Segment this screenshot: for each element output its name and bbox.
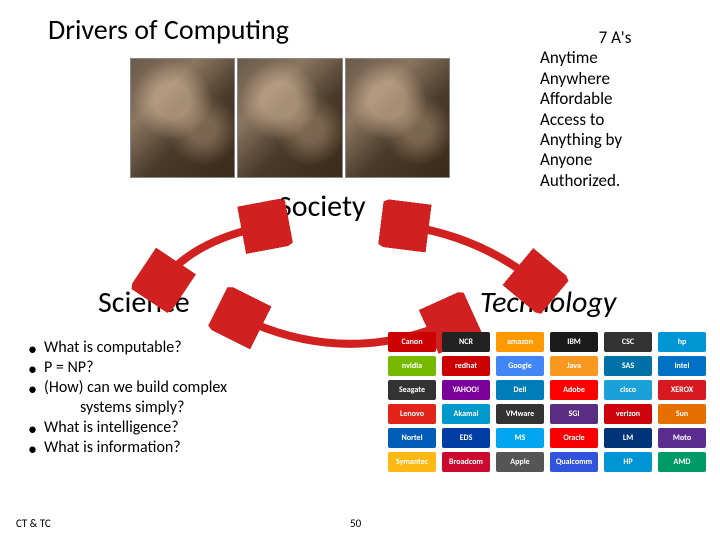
- tech-logo: MS: [496, 428, 544, 448]
- tech-logo: Moto: [658, 428, 706, 448]
- seven-a-item: Access to: [540, 110, 690, 130]
- tech-logo: redhat: [442, 356, 490, 376]
- seven-a-item: Authorized.: [540, 171, 690, 191]
- tech-logo: Google: [496, 356, 544, 376]
- tech-logo: EDS: [442, 428, 490, 448]
- tech-logo: nvidia: [388, 356, 436, 376]
- technology-logo-grid: Canon NCR amazon IBM CSC hp nvidia redhat Google…: [388, 332, 706, 472]
- tech-logo: XEROX: [658, 380, 706, 400]
- list-item: systems simply?: [28, 398, 318, 418]
- list-item: (How) can we build complex: [28, 378, 318, 398]
- seven-a-item: Anytime: [540, 48, 690, 68]
- seven-a-item: Anywhere: [540, 69, 690, 89]
- tech-logo: verizon: [604, 404, 652, 424]
- tech-logo: SAS: [604, 356, 652, 376]
- tech-logo: Lenovo: [388, 404, 436, 424]
- tech-logo: Java: [550, 356, 598, 376]
- tech-logo: intel: [658, 356, 706, 376]
- science-questions-list: What is computable?P = NP?(How) can we b…: [28, 338, 318, 458]
- node-science: Science: [98, 284, 190, 321]
- tech-logo: Dell: [496, 380, 544, 400]
- tech-logo: CSC: [604, 332, 652, 352]
- tech-logo: HP: [604, 452, 652, 472]
- seven-a-box: 7 A's Anytime Anywhere Affordable Access…: [540, 28, 690, 191]
- tech-logo: IBM: [550, 332, 598, 352]
- photo-placeholder: [130, 58, 235, 178]
- tech-logo: Oracle: [550, 428, 598, 448]
- seven-a-item: Affordable: [540, 89, 690, 109]
- photo-placeholder: [237, 58, 342, 178]
- tech-logo: hp: [658, 332, 706, 352]
- tech-logo: Nortel: [388, 428, 436, 448]
- tech-logo: NCR: [442, 332, 490, 352]
- tech-logo: Akamai: [442, 404, 490, 424]
- tech-logo: Sun: [658, 404, 706, 424]
- tech-logo: cisco: [604, 380, 652, 400]
- tech-logo: Broadcom: [442, 452, 490, 472]
- tech-logo: AMD: [658, 452, 706, 472]
- node-society: Society: [278, 188, 366, 225]
- tech-logo: Qualcomm: [550, 452, 598, 472]
- tech-logo: Apple: [496, 452, 544, 472]
- tech-logo: Canon: [388, 332, 436, 352]
- photo-placeholder: [345, 58, 450, 178]
- society-photo-strip: [130, 58, 450, 178]
- page-number: 50: [350, 517, 361, 530]
- node-technology: Technology: [480, 284, 616, 321]
- tech-logo: SGI: [550, 404, 598, 424]
- seven-a-item: Anyone: [540, 150, 690, 170]
- slide-title: Drivers of Computing: [48, 12, 289, 47]
- tech-logo: LM: [604, 428, 652, 448]
- tech-logo: VMware: [496, 404, 544, 424]
- tech-logo: Seagate: [388, 380, 436, 400]
- list-item: What is computable?: [28, 338, 318, 358]
- list-item: What is intelligence?: [28, 418, 318, 438]
- tech-logo: amazon: [496, 332, 544, 352]
- footer-left: CT & TC: [16, 517, 51, 530]
- seven-a-header: 7 A's: [540, 28, 690, 48]
- tech-logo: YAHOO!: [442, 380, 490, 400]
- tech-logo: Symantec: [388, 452, 436, 472]
- list-item: What is information?: [28, 438, 318, 458]
- tech-logo: Adobe: [550, 380, 598, 400]
- seven-a-item: Anything by: [540, 130, 690, 150]
- list-item: P = NP?: [28, 358, 318, 378]
